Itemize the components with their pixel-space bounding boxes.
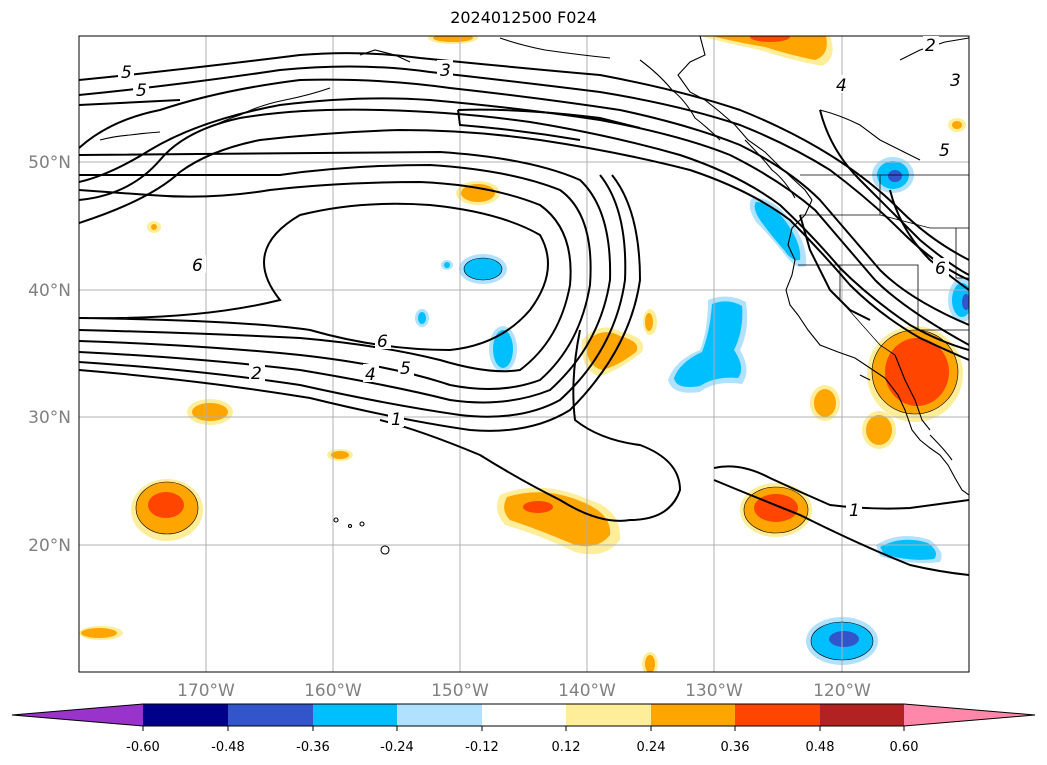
contour-label: 1	[391, 410, 402, 430]
latitude-label: 20°N	[28, 536, 71, 556]
map-background	[79, 36, 969, 672]
colorbar-tick-label: -0.60	[126, 740, 160, 755]
contour-label: 6	[192, 256, 203, 276]
state-borders	[798, 174, 969, 356]
longitude-label: 160°W	[304, 681, 362, 701]
contour-label: 5	[121, 63, 132, 83]
colorbar-segment	[313, 704, 397, 726]
colorbar-tick-label: -0.36	[296, 740, 330, 755]
longitude-label: 170°W	[177, 681, 235, 701]
contour-label: 4	[836, 76, 847, 96]
longitude-label: 130°W	[685, 681, 743, 701]
colorbar-tick-label: 0.36	[721, 740, 750, 755]
contour-label: 5	[136, 81, 147, 101]
colorbar-segment	[143, 704, 228, 726]
anomaly-outlines	[135, 257, 959, 661]
contour-label: 5	[939, 141, 950, 161]
contour-label-group: 5 5 3 2 3 4 5 6 6 6 5 4 2 1 1	[118, 36, 964, 521]
colorbar-tick-label: 0.24	[637, 740, 666, 755]
colorbar-segment	[820, 704, 904, 726]
colorbar-tick-label: 0.60	[890, 740, 919, 755]
latitude-label: 40°N	[28, 281, 71, 301]
contour-lines	[79, 52, 969, 576]
longitude-label: 150°W	[431, 681, 489, 701]
longitude-labels: 170°W 160°W 150°W 140°W 130°W 120°W	[177, 681, 871, 701]
latitude-labels: 50°N 40°N 30°N 20°N	[28, 153, 71, 556]
contour-label: 2	[251, 364, 262, 384]
negative-anomaly-areas	[415, 157, 969, 665]
colorbar-segment	[566, 704, 651, 726]
contour-label: 2	[925, 36, 936, 56]
longitude-label: 140°W	[558, 681, 616, 701]
colorbar-tick-label: 0.12	[552, 740, 581, 755]
colorbar-segment	[228, 704, 313, 726]
colorbar-segment	[397, 704, 482, 726]
contour-label: 4	[365, 365, 376, 385]
longitude-label: 120°W	[813, 681, 871, 701]
colorbar-tick-label: -0.48	[211, 740, 245, 755]
colorbar-tick-label: -0.12	[465, 740, 499, 755]
contour-label: 3	[440, 61, 451, 81]
colorbar-segment	[735, 704, 820, 726]
latitude-label: 30°N	[28, 408, 71, 428]
colorbar: -0.60 -0.48 -0.36 -0.24 -0.12 0.12 0.24 …	[11, 703, 1036, 755]
graticule	[79, 36, 969, 672]
latitude-label: 50°N	[28, 153, 71, 173]
contour-label: 6	[377, 332, 388, 352]
colorbar-segment	[482, 704, 566, 726]
contour-label: 1	[849, 501, 860, 521]
map-frame	[78, 35, 970, 673]
coastlines	[99, 36, 969, 555]
colorbar-min-extension	[12, 704, 143, 726]
colorbar-max-extension	[904, 704, 1035, 726]
colorbar-tick-label: -0.24	[380, 740, 414, 755]
colorbar-segment	[651, 704, 735, 726]
colorbar-tick-label: 0.48	[806, 740, 835, 755]
map-title: 2024012500 F024	[450, 8, 597, 27]
contour-label: 6	[935, 259, 946, 279]
contour-label: 5	[400, 359, 411, 379]
contour-label: 3	[950, 71, 961, 91]
